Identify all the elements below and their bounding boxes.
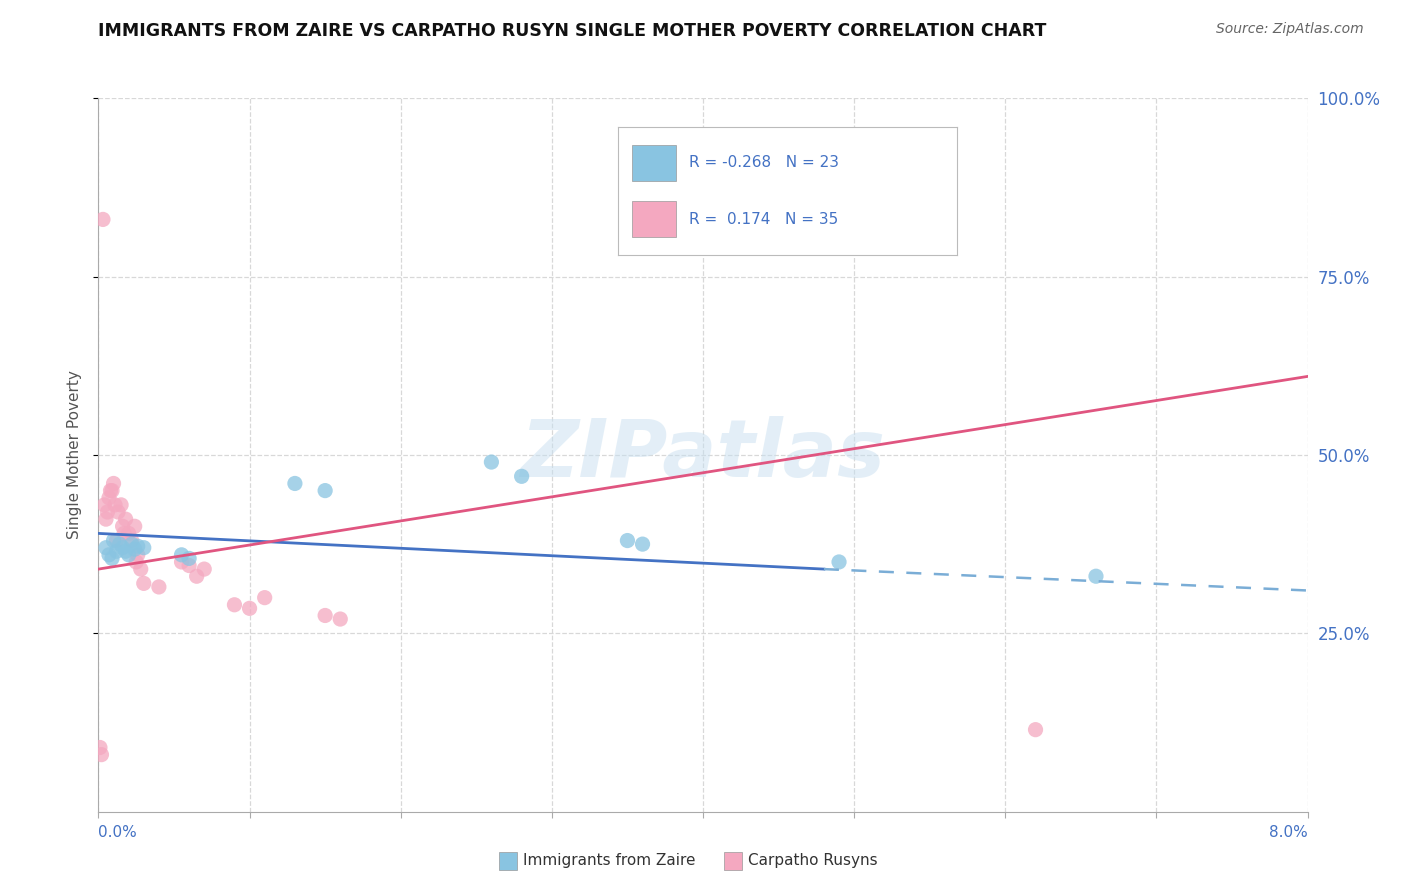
Point [170, 555, 193, 569]
Point [98, 491, 121, 505]
Point [314, 608, 336, 623]
Point [132, 576, 155, 591]
Point [127, 539, 149, 553]
Point [1025, 723, 1047, 737]
Point [125, 555, 148, 569]
Point [101, 483, 124, 498]
Point [193, 562, 215, 576]
Point [107, 505, 129, 519]
Point [616, 533, 638, 548]
Point [314, 483, 336, 498]
Point [94, 512, 117, 526]
Point [101, 551, 124, 566]
Text: Immigrants from Zaire: Immigrants from Zaire [523, 854, 696, 868]
Point [111, 541, 134, 555]
Point [224, 598, 246, 612]
Point [121, 533, 143, 548]
Point [90, 747, 112, 762]
Point [121, 537, 143, 551]
Point [103, 533, 125, 548]
Point [481, 455, 503, 469]
Point [329, 612, 352, 626]
Point [179, 558, 201, 573]
Point [96, 505, 118, 519]
Text: Carpatho Rusyns: Carpatho Rusyns [748, 854, 877, 868]
Point [170, 548, 193, 562]
Point [253, 591, 276, 605]
Point [124, 519, 146, 533]
Point [1085, 569, 1108, 583]
Point [105, 544, 128, 558]
Point [828, 555, 851, 569]
Point [118, 548, 141, 562]
Point [148, 580, 170, 594]
Point [104, 498, 127, 512]
Point [510, 469, 533, 483]
Point [112, 526, 135, 541]
Y-axis label: Single Mother Poverty: Single Mother Poverty [67, 370, 83, 540]
Text: 0.0%: 0.0% [98, 825, 138, 840]
Text: IMMIGRANTS FROM ZAIRE VS CARPATHO RUSYN SINGLE MOTHER POVERTY CORRELATION CHART: IMMIGRANTS FROM ZAIRE VS CARPATHO RUSYN … [98, 22, 1047, 40]
Point [239, 601, 262, 615]
Text: ZIPatlas: ZIPatlas [520, 416, 886, 494]
Point [118, 526, 141, 541]
Point [105, 533, 128, 548]
Point [94, 541, 117, 555]
Text: 8.0%: 8.0% [1268, 825, 1308, 840]
Point [100, 483, 122, 498]
Point [114, 544, 136, 558]
Point [93, 498, 115, 512]
Point [129, 562, 152, 576]
Point [631, 537, 654, 551]
Text: Source: ZipAtlas.com: Source: ZipAtlas.com [1216, 22, 1364, 37]
Point [127, 548, 149, 562]
Point [114, 512, 136, 526]
Point [91, 212, 114, 227]
Point [186, 569, 208, 583]
Point [89, 740, 111, 755]
Point [98, 548, 121, 562]
Point [110, 498, 132, 512]
Point [108, 537, 131, 551]
Point [179, 551, 201, 566]
Point [103, 476, 125, 491]
Point [111, 519, 134, 533]
Point [132, 541, 155, 555]
Point [284, 476, 307, 491]
Point [124, 542, 146, 557]
